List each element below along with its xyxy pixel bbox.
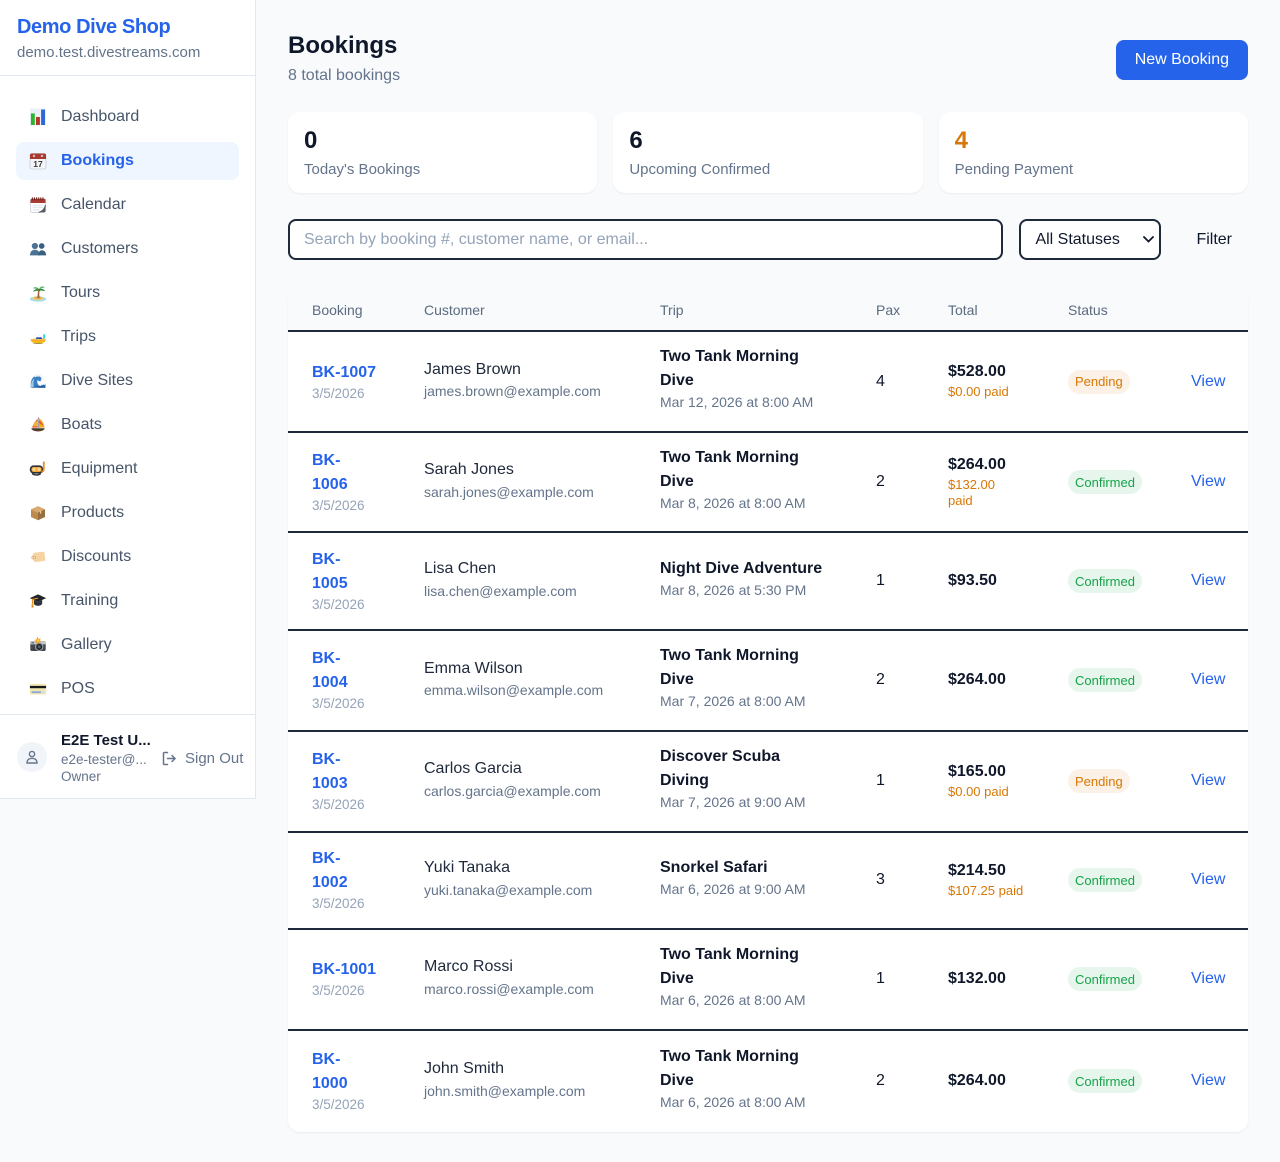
svg-text:17: 17 (33, 159, 43, 169)
